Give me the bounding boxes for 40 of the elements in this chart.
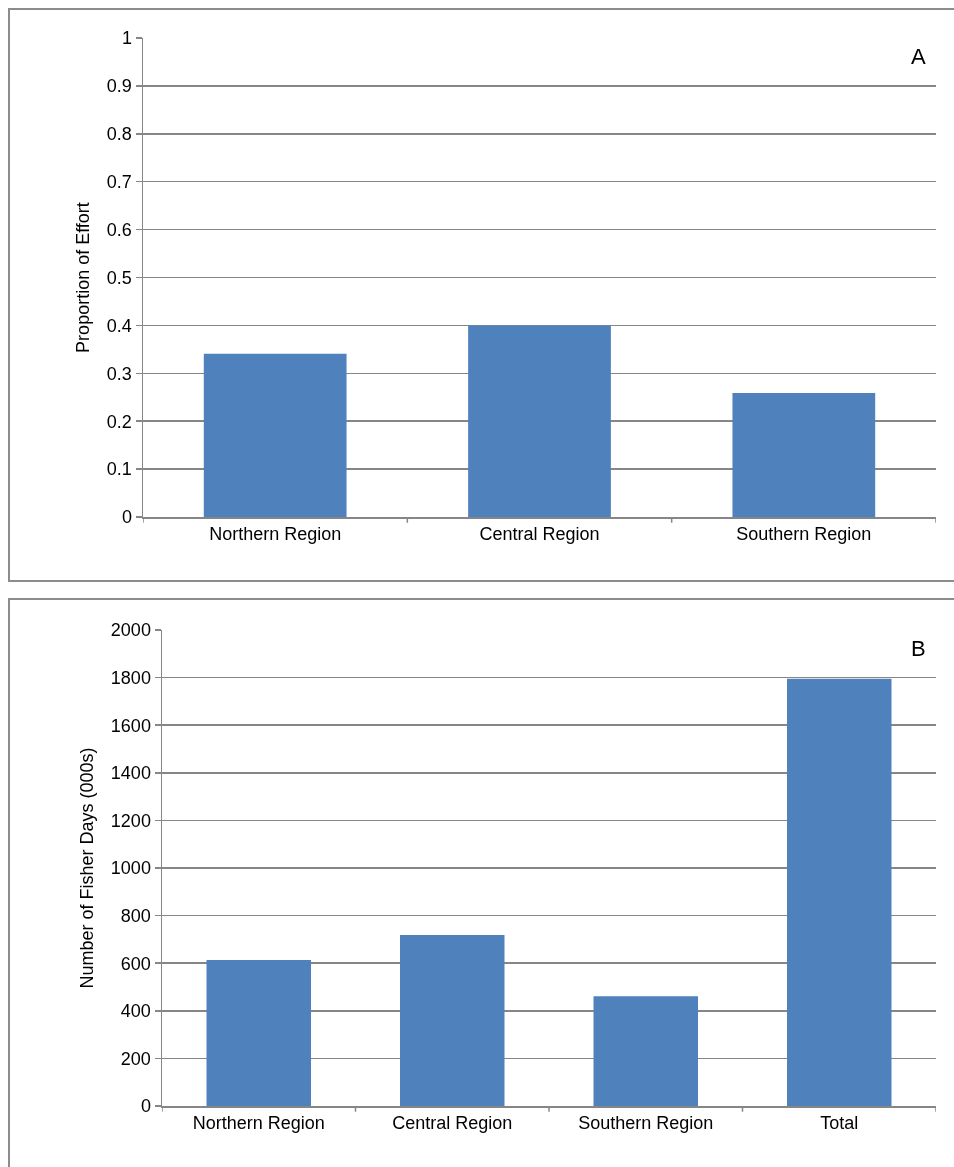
y-tick-label: 1200 [110,810,151,831]
bar [593,996,698,1106]
y-tick-label: 0.2 [106,411,132,432]
x-tick-label: Southern Region [578,1113,714,1134]
bar [468,325,611,517]
y-tick-label: 0.8 [106,124,132,145]
y-axis-title: Number of Fisher Days (000s) [77,747,98,989]
bar [400,935,505,1106]
x-tick-label: Northern Region [192,1113,325,1134]
annotation: B [911,636,926,661]
y-tick-label: 0.3 [106,363,132,384]
bar [732,392,876,517]
y-tick-label: 0 [121,507,132,528]
x-tick-label: Central Region [479,524,600,545]
x-tick-label: Total [820,1113,859,1134]
bar [203,353,347,517]
y-tick-label: 0 [140,1096,151,1117]
y-tick-label: 0.9 [106,76,132,97]
annotation: A [911,44,926,69]
y-tick-label: 0.6 [106,219,132,240]
x-tick-label: Northern Region [209,524,342,545]
y-tick-label: 0.1 [106,459,132,480]
y-tick-label: 1400 [110,763,151,784]
y-tick-label: 0.5 [106,267,132,288]
y-tick-label: 2000 [110,620,151,641]
y-tick-label: 200 [120,1048,151,1069]
y-tick-label: 400 [120,1001,151,1022]
x-tick-label: Central Region [392,1113,513,1134]
y-axis-title: Proportion of Effort [73,202,94,353]
y-tick-label: 0.7 [106,172,132,192]
y-tick-label: 1 [121,28,132,49]
bar [206,960,311,1106]
bar [787,678,892,1106]
y-tick-label: 800 [120,905,151,926]
y-tick-label: 600 [120,953,151,974]
x-tick-label: Southern Region [736,524,872,545]
y-tick-label: 0.4 [106,315,132,336]
y-tick-label: 1800 [110,667,151,688]
y-tick-label: 1000 [110,858,151,879]
y-tick-label: 1600 [110,715,151,736]
